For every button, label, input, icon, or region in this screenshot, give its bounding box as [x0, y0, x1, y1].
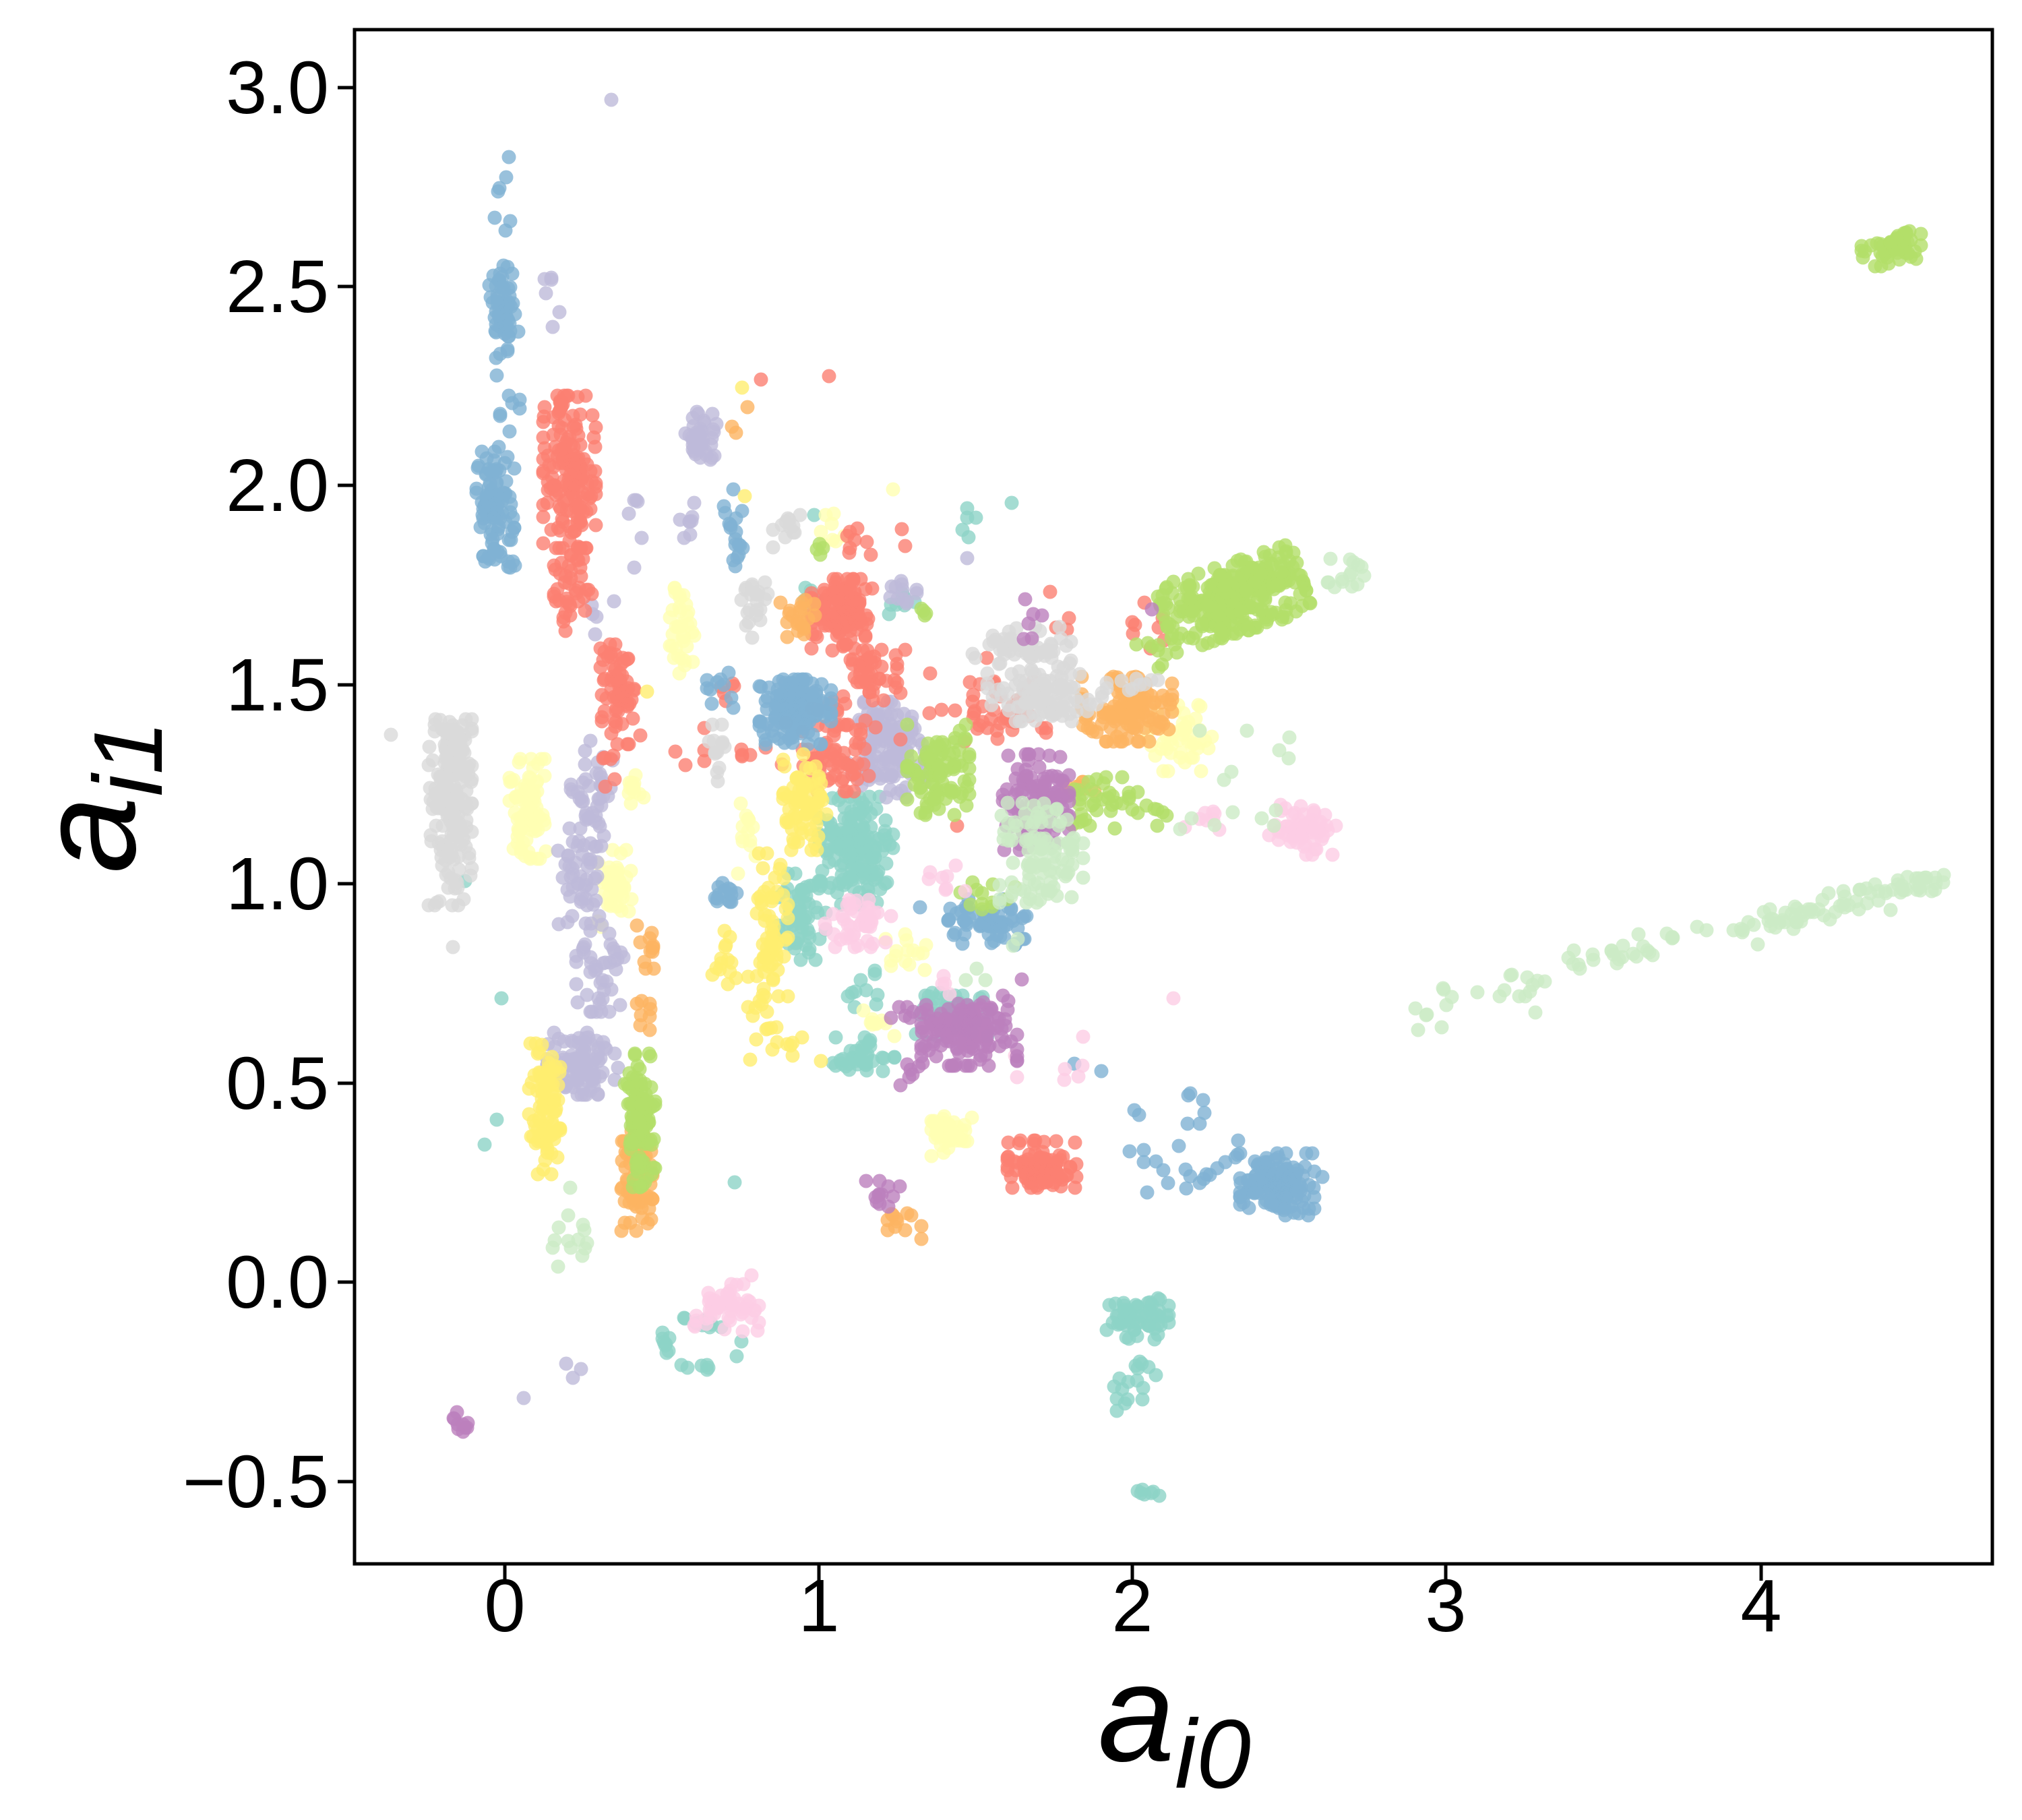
- svg-text:0: 0: [484, 1565, 525, 1647]
